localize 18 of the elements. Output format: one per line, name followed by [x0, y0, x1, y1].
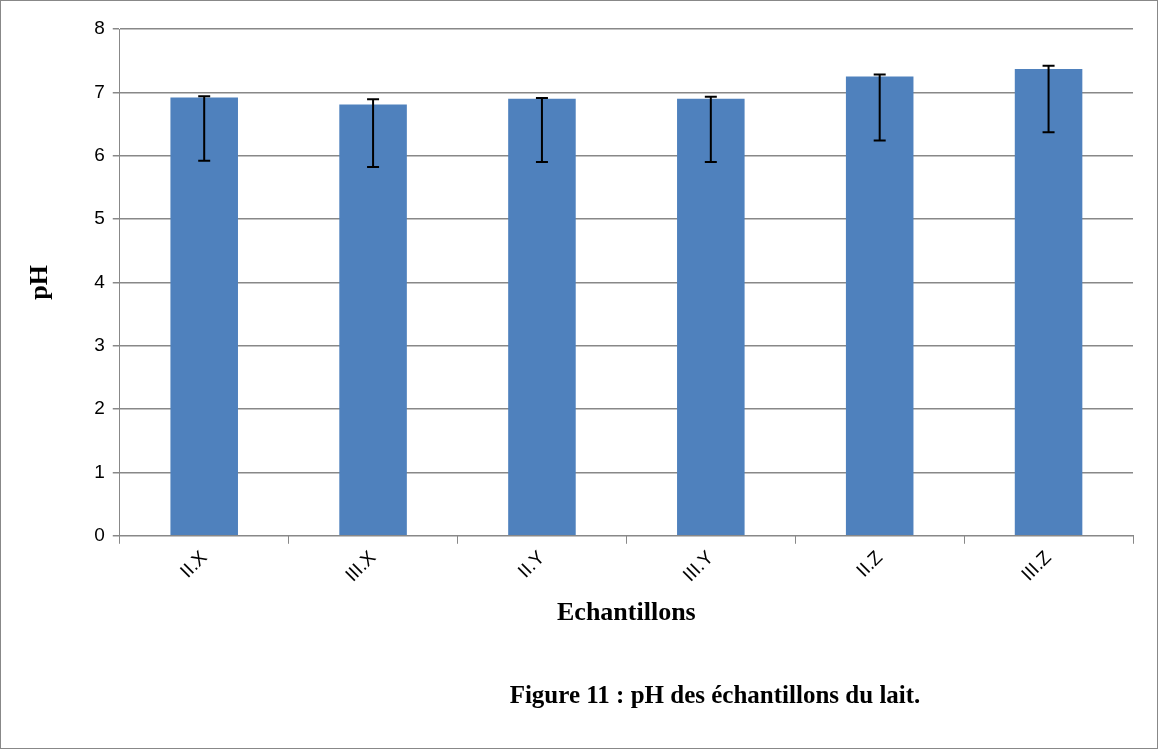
y-tick-label: 4: [94, 270, 106, 292]
y-tick-label: 7: [94, 80, 105, 102]
y-tick-label: 5: [94, 207, 105, 229]
caption: Figure 11 : pH des échantillons du lait.: [509, 681, 921, 709]
y-axis-title: pH: [24, 265, 54, 300]
x-tick-label: III.Y: [678, 546, 718, 586]
x-axis-title: Echantillons: [557, 597, 696, 627]
x-tick-label: II.Z: [851, 546, 887, 581]
x-tick-label: II.Y: [513, 546, 549, 582]
y-tick-label: 3: [94, 333, 105, 355]
x-tick-label: III.Z: [1017, 546, 1056, 585]
y-tick-label: 8: [94, 17, 105, 39]
x-tick-label: III.X: [340, 546, 380, 586]
y-tick-label: 1: [94, 460, 105, 482]
x-tick-label: II.X: [175, 546, 211, 582]
y-tick-label: 6: [94, 143, 105, 165]
y-tick-label: 0: [94, 524, 105, 546]
y-tick-label: 2: [94, 397, 105, 419]
